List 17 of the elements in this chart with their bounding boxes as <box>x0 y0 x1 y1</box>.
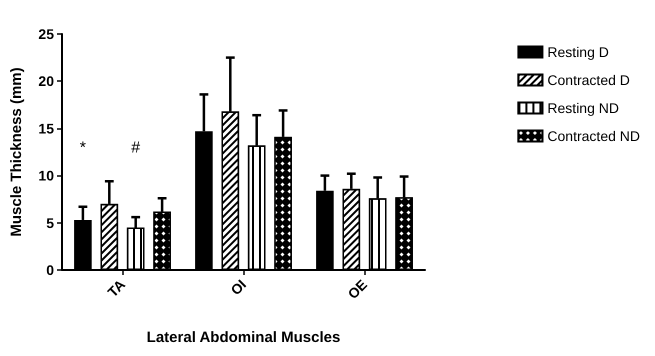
y-tick-label: 5 <box>46 214 54 231</box>
x-tick-label: TA <box>104 276 128 300</box>
legend-label: Contracted D <box>547 72 630 88</box>
x-tick-label: OI <box>227 276 250 298</box>
annotation: # <box>131 140 140 156</box>
y-tick-label: 25 <box>38 26 54 42</box>
legend-label: Resting D <box>547 44 609 60</box>
y-tick-label: 15 <box>38 120 54 136</box>
x-axis-title: Lateral Abdominal Muscles <box>146 329 340 346</box>
annotation: * <box>80 140 86 156</box>
x-tick-label: OE <box>344 276 370 302</box>
legend-label: Resting ND <box>547 100 619 116</box>
y-tick-label: 20 <box>38 73 54 90</box>
legend-label: Contracted ND <box>547 128 640 144</box>
y-axis-title: Muscle Thickness (mm) <box>8 67 25 237</box>
y-tick-label: 0 <box>46 262 54 278</box>
y-tick-label: 10 <box>38 168 54 184</box>
